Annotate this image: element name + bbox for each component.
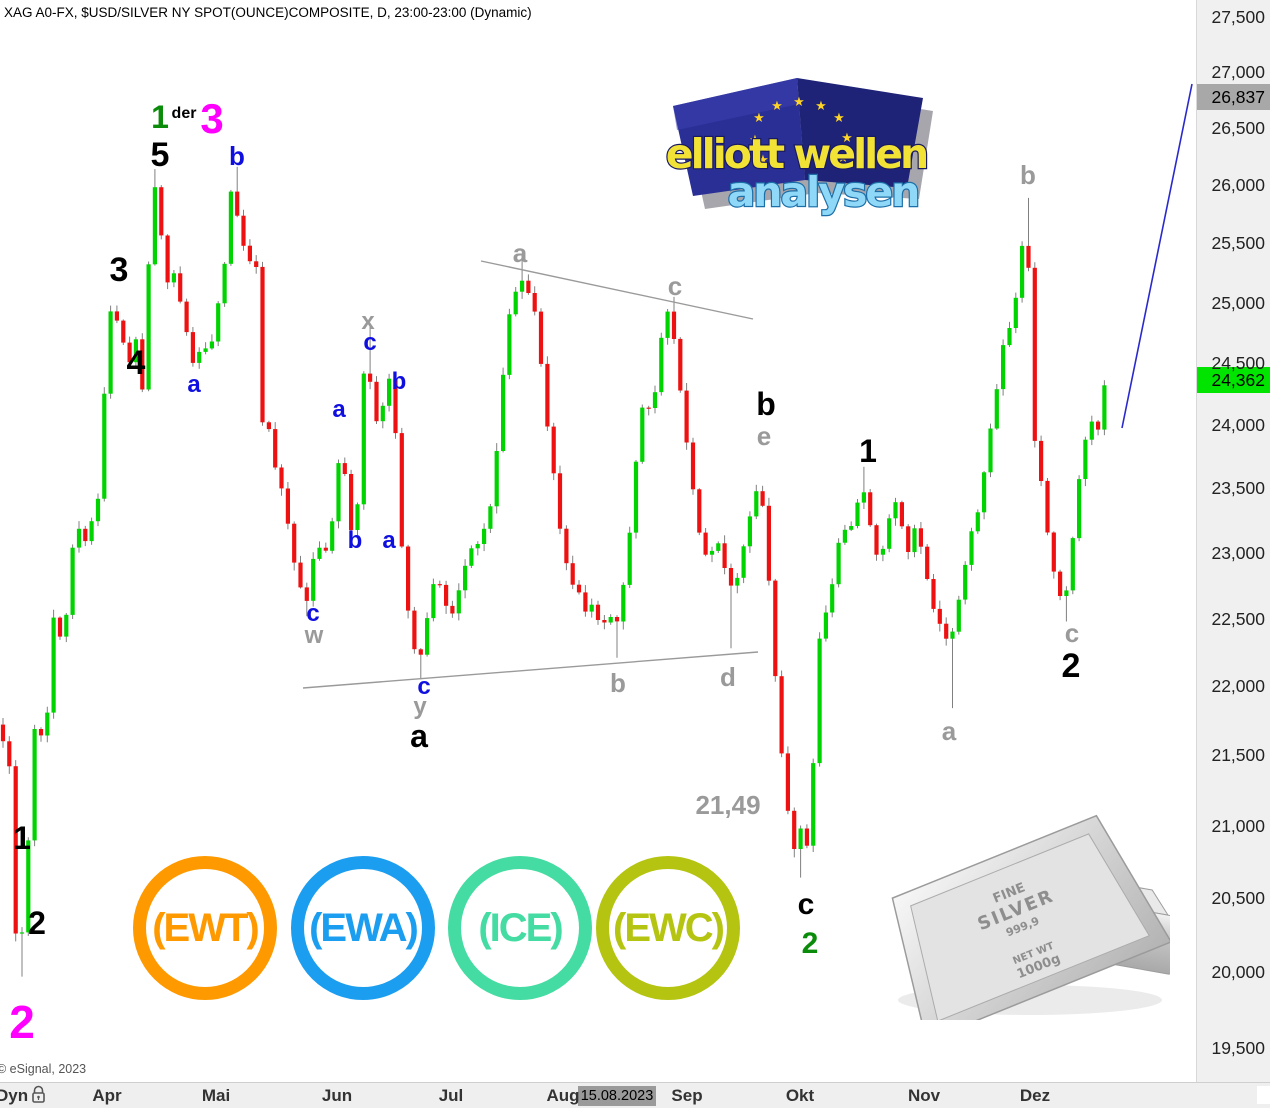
price-tick: 27,000 [1211, 62, 1265, 83]
elliott-wellen-logo: ★ ★ ★ ★ ★ ★ ★ ★ ★ elliott wellen analysen [655, 58, 935, 223]
wave-label: 21,49 [695, 790, 761, 820]
wave-label: der [171, 105, 197, 122]
wave-label: 3 [109, 251, 129, 289]
axis-corner [1257, 1086, 1270, 1104]
price-tick: 26,000 [1211, 175, 1265, 196]
price-tick: 24,000 [1211, 415, 1265, 436]
wave-label: x [361, 308, 375, 335]
target-price-badge: 26,837 [1197, 84, 1270, 111]
wave-label: c [417, 673, 431, 700]
wave-label: c [1064, 618, 1080, 648]
svg-text:★: ★ [841, 131, 853, 146]
wave-label: d [720, 662, 736, 692]
wave-label: 2 [28, 905, 46, 941]
wave-label: c [667, 271, 683, 301]
last-price-badge: 24,362 [1197, 367, 1270, 394]
month-label-sep: Sep [671, 1086, 703, 1105]
price-tick: 21,500 [1211, 745, 1265, 766]
price-tick: 21,000 [1211, 815, 1265, 836]
date-box[interactable]: 15.08.2023 [578, 1086, 656, 1106]
price-tick: 19,500 [1211, 1038, 1265, 1058]
month-label-okt: Okt [785, 1086, 815, 1105]
month-label-dez: Dez [1019, 1086, 1051, 1105]
svg-text:★: ★ [771, 99, 783, 114]
svg-text:★: ★ [837, 151, 849, 166]
wave-label: c [797, 888, 815, 921]
time-axis[interactable]: Dyn 15.08.2023 Apr Mai Jun Jul Aug Sep Okt Nov D… [0, 1082, 1270, 1108]
wave-label: c [306, 600, 320, 627]
price-tick: 20,000 [1211, 962, 1265, 983]
chart-title: XAG A0-FX, $USD/SILVER NY SPOT(OUNCE)COM… [4, 5, 532, 20]
wave-label: 2 [801, 927, 819, 960]
wave-label: b [391, 368, 407, 395]
price-tick: 22,000 [1211, 676, 1265, 697]
price-tick: 23,000 [1211, 542, 1265, 563]
wave-label: a [382, 527, 396, 554]
silver-ingots-icon: FINE SILVER 999,9 NET WT 1000g [891, 814, 1183, 1042]
wave-label: 2 [1061, 647, 1081, 685]
svg-text:★: ★ [749, 133, 761, 148]
wave-label: 2 [9, 996, 35, 1048]
svg-text:★: ★ [833, 111, 845, 126]
silver-bars-image: FINE SILVER 999,9 NET WT 1000g [890, 795, 1183, 1042]
month-label-aug: Aug [546, 1086, 580, 1105]
dyn-mode-toggle[interactable]: Dyn [0, 1086, 29, 1105]
wave-label: c [363, 329, 377, 356]
wave-label: b [756, 386, 776, 422]
price-tick: 20,500 [1211, 888, 1265, 908]
eu-flag-icon: ★ ★ ★ ★ ★ ★ ★ ★ ★ elliott wellen analysen [665, 78, 933, 217]
logo-line2: analysen [728, 168, 919, 216]
wave-label: 1 [151, 99, 169, 135]
month-label-apr: Apr [92, 1086, 122, 1105]
price-tick: 25,500 [1211, 233, 1265, 254]
wave-label: b [347, 527, 363, 554]
price-tick: 25,000 [1211, 292, 1265, 313]
svg-text:★: ★ [753, 111, 765, 126]
month-label-mai: Mai [201, 1086, 231, 1105]
price-tick: 23,500 [1211, 478, 1265, 499]
wave-label: a [941, 716, 957, 746]
price-tick: 24,500 [1211, 353, 1265, 374]
wave-label: 1 [13, 820, 31, 856]
wave-label: a [512, 238, 528, 268]
copyright-label: © eSignal, 2023 [0, 1062, 87, 1076]
price-axis[interactable]: 26,837 24,362 27,500 27,000 26,500 26,000 25… [1196, 0, 1270, 1082]
wave-label: b [229, 141, 245, 171]
wave-label: b [610, 668, 626, 698]
wave-label: a [410, 718, 428, 754]
wave-label: 4 [126, 344, 146, 382]
wave-label: b [1020, 160, 1036, 190]
svg-text:★: ★ [757, 153, 769, 168]
wave-label: 5 [150, 136, 170, 174]
wave-label: y [413, 693, 427, 720]
wave-label: a [187, 371, 201, 398]
wave-label: 3 [200, 95, 224, 142]
price-tick: 27,500 [1211, 7, 1265, 27]
month-label-jun: Jun [321, 1086, 353, 1105]
wave-label: 1 [859, 433, 877, 469]
price-tick: 26,500 [1211, 118, 1265, 139]
lock-icon[interactable] [30, 1085, 47, 1108]
candlestick-chart[interactable] [0, 0, 1196, 1082]
svg-text:★: ★ [793, 95, 805, 110]
logo-line1: elliott wellen [666, 130, 926, 178]
wave-label: w [304, 622, 324, 649]
wave-label: a [332, 396, 346, 423]
price-tick: 22,500 [1211, 608, 1265, 629]
wave-label: e [756, 421, 772, 451]
svg-text:★: ★ [815, 99, 827, 114]
month-label-jul: Jul [438, 1086, 464, 1105]
month-label-nov: Nov [907, 1086, 941, 1105]
